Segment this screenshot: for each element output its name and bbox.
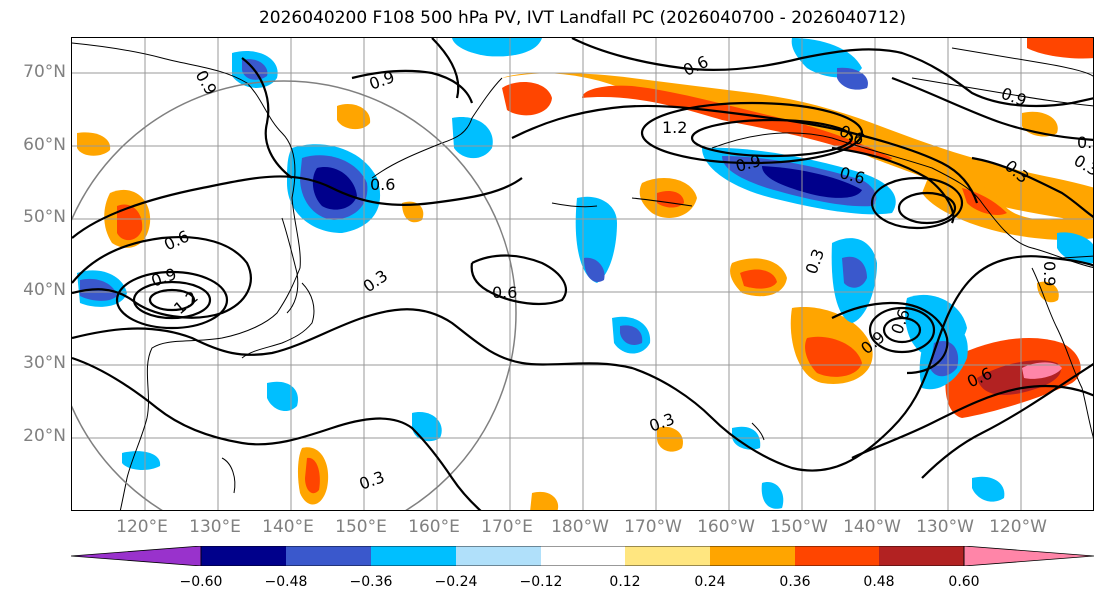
positive-anomaly-blob [502, 73, 1093, 228]
contour-label: 0.6 [370, 175, 395, 194]
lon-label-140w: 140°W [843, 517, 901, 537]
contour-label: 0.9 [1077, 133, 1094, 152]
lat-label-20n: 20°N [23, 426, 66, 446]
contour-label: 0.3 [802, 246, 829, 276]
colorbar-extend-right [963, 546, 1094, 566]
negative-anomaly-blob [412, 412, 442, 442]
contour-label: 0.6 [492, 283, 517, 302]
colorbar-tick: −0.48 [264, 574, 308, 590]
positive-anomaly-blob [1027, 38, 1093, 59]
negative-anomaly-core [584, 257, 605, 282]
lon-label-150e: 150°E [335, 517, 387, 537]
positive-anomaly-blob [402, 201, 424, 223]
negative-anomaly-core [930, 340, 959, 377]
colorbar-extend-left [71, 546, 202, 566]
negative-anomaly-core [837, 67, 868, 90]
positive-anomaly-blob [657, 426, 683, 452]
coastlines [72, 42, 1093, 510]
colorbar-tick: −0.60 [179, 574, 223, 590]
negative-anomaly-blob [1057, 232, 1093, 264]
colorbar-bin [456, 546, 541, 566]
colorbar-tick: 0.24 [694, 574, 726, 590]
contour-labels: 0.9 0.9 0.6 1.2 0.6 0.9 0.6 0.3 0.6 0.9 … [149, 52, 1094, 494]
lat-label-60n: 60°N [23, 135, 66, 155]
colorbar-bin [286, 546, 371, 566]
negative-anomaly-blob [452, 117, 493, 159]
positive-anomaly-core [805, 336, 862, 377]
colorbar-bin [879, 546, 964, 566]
lon-label-170w: 170°W [624, 517, 682, 537]
lon-label-140e: 140°E [262, 517, 314, 537]
colorbar-bin [625, 546, 710, 566]
colorbar-tick: −0.12 [519, 574, 563, 590]
colorbar-tick: 0.48 [863, 574, 895, 590]
negative-anomaly-blob [761, 482, 784, 509]
negative-anomaly-core [620, 325, 643, 345]
negative-anomaly-blob [452, 38, 542, 57]
ivt-contours [72, 38, 1093, 510]
map-panel: 0.9 0.9 0.6 1.2 0.6 0.9 0.6 0.3 0.6 0.9 … [71, 37, 1094, 511]
contour-label: 0.9 [1040, 261, 1059, 286]
lat-label-40n: 40°N [23, 280, 66, 300]
lon-label-170e: 170°E [481, 517, 533, 537]
negative-anomaly-blob [122, 451, 161, 470]
lat-label-50n: 50°N [23, 207, 66, 227]
colorbar-tick: 0.36 [779, 574, 811, 590]
radius-circle [72, 80, 517, 510]
positive-anomaly-blob [530, 491, 559, 510]
lon-label-180w: 180°W [551, 517, 609, 537]
colorbar-bin [371, 546, 456, 566]
negative-anomaly-blob [791, 38, 862, 78]
negative-anomaly-core [842, 256, 867, 288]
contour-label: 0.3 [357, 467, 387, 494]
colorbar-tick: −0.24 [434, 574, 478, 590]
lon-label-120w: 120°W [989, 517, 1047, 537]
positive-anomaly-core [740, 269, 777, 289]
colorbar-bin [710, 546, 795, 566]
colorbar-tick: 0.60 [948, 574, 980, 590]
lon-label-150w: 150°W [770, 517, 828, 537]
negative-anomaly-blob [267, 381, 298, 412]
positive-anomaly-blob [337, 103, 371, 130]
contour-label: 0.9 [149, 264, 179, 291]
negative-anomaly-blob [972, 476, 1005, 502]
lon-label-160w: 160°W [697, 517, 755, 537]
positive-anomaly-blob [77, 132, 111, 156]
positive-anomaly-core [117, 204, 143, 241]
colorbar [71, 546, 1094, 566]
colorbar-bin [541, 546, 625, 566]
contour-label: 0.3 [1071, 151, 1094, 180]
positive-anomaly-peak [1022, 362, 1062, 379]
colorbar-tick: −0.36 [349, 574, 393, 590]
positive-anomaly-blob [502, 82, 552, 116]
lat-label-30n: 30°N [23, 353, 66, 373]
chart-title: 2026040200 F108 500 hPa PV, IVT Landfall… [258, 8, 906, 28]
colorbar-bin [795, 546, 879, 566]
map-canvas: 0.9 0.9 0.6 1.2 0.6 0.9 0.6 0.3 0.6 0.9 … [72, 38, 1094, 510]
lon-label-160e: 160°E [408, 517, 460, 537]
contour-label: 0.9 [192, 67, 221, 99]
colorbar-bin [201, 546, 286, 566]
positive-anomaly-core [305, 457, 320, 494]
lat-label-70n: 70°N [23, 62, 66, 82]
colorbar-tick: 0.12 [609, 574, 641, 590]
lon-label-120e: 120°E [116, 517, 168, 537]
contour-label: 1.2 [662, 118, 687, 137]
contour-label: 0.6 [161, 226, 192, 254]
lon-label-130w: 130°W [916, 517, 974, 537]
negative-anomaly-peak [762, 166, 862, 198]
contour-label: 0.6 [680, 52, 711, 80]
lon-label-130e: 130°E [189, 517, 241, 537]
